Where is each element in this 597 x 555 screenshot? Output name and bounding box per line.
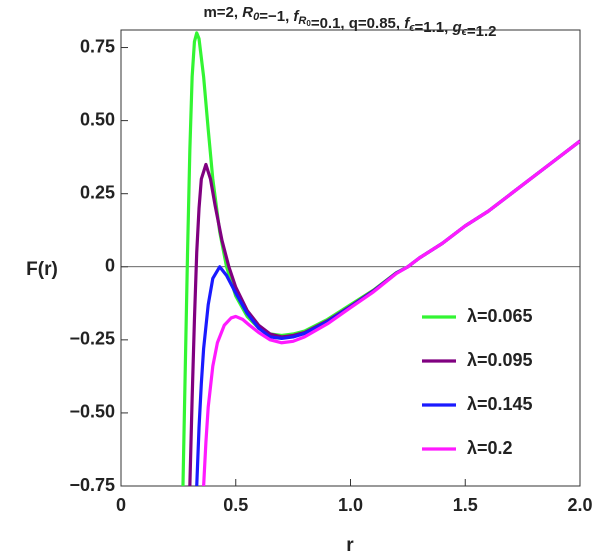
title-run: m=2,	[203, 4, 242, 21]
y-tick-label: −0.75	[69, 475, 115, 495]
legend-label: λ=0.2	[467, 438, 513, 458]
series-line	[181, 31, 580, 486]
x-tick-label: 1.5	[453, 495, 478, 515]
plot-frame	[120, 29, 581, 487]
legend-label: λ=0.065	[467, 306, 533, 326]
legend-label: λ=0.145	[467, 394, 533, 414]
title-subscript: ϵ	[462, 26, 468, 38]
title-run: f	[404, 15, 411, 32]
x-axis-label: r	[346, 535, 354, 555]
title-run: R	[242, 4, 253, 21]
y-tick-label: −0.25	[69, 329, 115, 349]
x-tick-label: 2.0	[567, 495, 592, 515]
legend-label: λ=0.095	[467, 350, 533, 370]
y-axis-label: F(r)	[26, 259, 58, 280]
y-tick-label: 0.75	[80, 36, 115, 56]
title-subscript: R	[298, 15, 306, 27]
title-run: f	[293, 8, 300, 25]
y-tick-label: 0.25	[80, 182, 115, 202]
y-tick-label: 0.50	[80, 109, 115, 129]
y-tick-label: −0.50	[69, 402, 115, 422]
title-run: =−1,	[259, 8, 293, 25]
plot-area	[181, 31, 580, 486]
x-tick-label: 0.5	[223, 495, 248, 515]
title-run: =1.2	[467, 23, 497, 40]
title-run: =1.1,	[415, 19, 453, 36]
y-tick-label: 0	[105, 256, 115, 276]
title-subscript: ϵ	[409, 22, 415, 34]
x-tick-label: 1.0	[338, 495, 363, 515]
series-line	[202, 139, 580, 486]
title-run: =0.1, q=0.85,	[311, 15, 404, 32]
title-run: g	[451, 19, 461, 36]
title-subscript: 0	[253, 11, 260, 23]
chart-title: m=2, R0=−1, fR0=0.1, q=0.85, fϵ=1.1, gϵ=…	[203, 4, 496, 40]
x-tick-label: 0	[116, 495, 126, 515]
title-subscript: 0	[306, 19, 311, 28]
